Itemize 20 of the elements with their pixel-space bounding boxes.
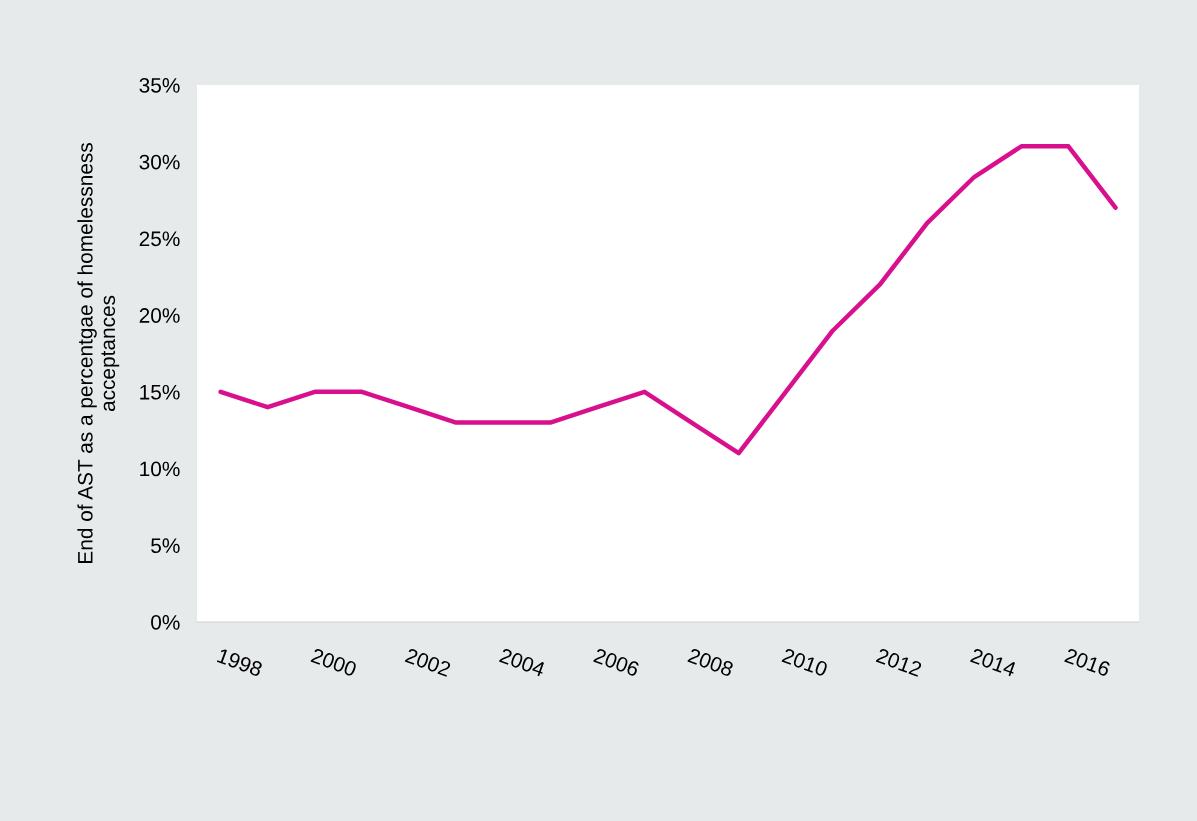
line-series xyxy=(218,144,1118,456)
x-tick-label: 2004 xyxy=(498,647,546,678)
x-tick-label: 2010 xyxy=(781,647,829,677)
x-tick-label: 2002 xyxy=(404,647,452,677)
x-tick-label: 2014 xyxy=(969,647,1017,678)
y-tick-label: 35% xyxy=(139,77,180,93)
y-tick-label: 25% xyxy=(139,231,180,247)
x-tick-label: 2016 xyxy=(1064,647,1111,677)
y-tick-label: 5% xyxy=(151,538,180,554)
y-axis-title: End of AST as a percentgae of homelessness acceptances xyxy=(77,143,120,563)
y-tick-label: 10% xyxy=(140,461,180,477)
y-tick-label: 20% xyxy=(139,308,180,323)
y-tick-label: 0% xyxy=(151,614,180,630)
x-tick-label: 1998 xyxy=(216,648,264,677)
y-tick-label: 30% xyxy=(139,154,180,170)
x-tick-label: 2012 xyxy=(875,647,923,677)
x-tick-label: 2006 xyxy=(593,647,640,677)
x-tick-label: 2008 xyxy=(687,647,735,677)
x-tick-label: 2000 xyxy=(310,647,358,677)
y-tick-label: 15% xyxy=(140,384,180,400)
